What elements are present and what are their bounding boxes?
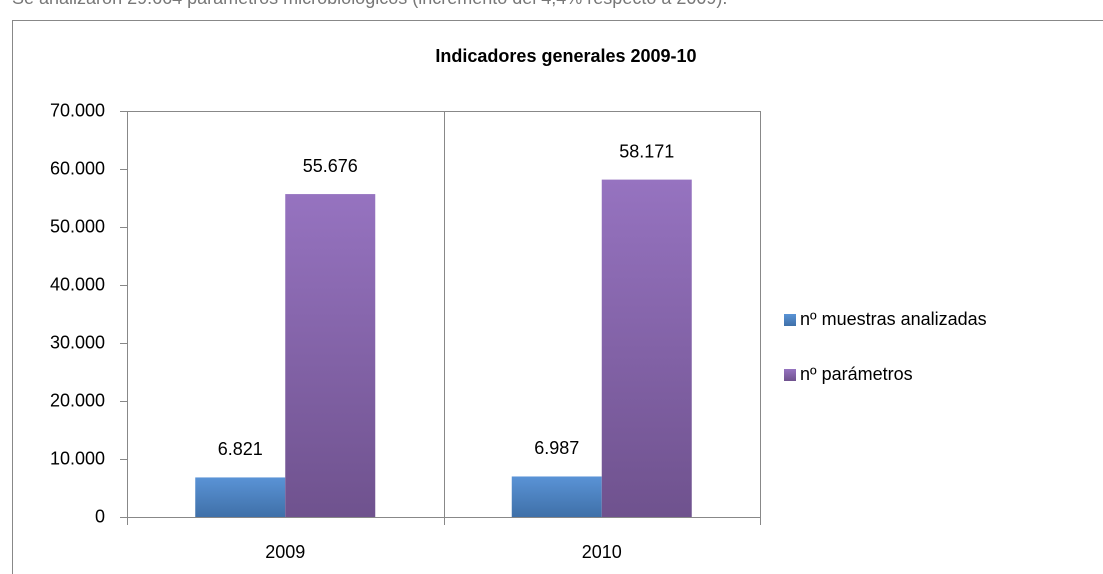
chart-title: Indicadores generales 2009-10 (435, 46, 696, 66)
y-tick-label: 40.000 (50, 274, 105, 294)
x-tick-label: 2009 (265, 542, 305, 562)
value-label: 6.821 (218, 439, 263, 459)
bar (511, 476, 602, 517)
value-label: 55.676 (303, 156, 358, 176)
legend-swatch (784, 314, 796, 326)
legend-swatch (784, 369, 796, 381)
value-label: 58.171 (619, 141, 674, 161)
x-tick-label: 2010 (582, 542, 622, 562)
y-tick-label: 30.000 (50, 332, 105, 352)
bar (195, 477, 286, 517)
legend-label: nº parámetros (800, 364, 913, 384)
y-tick-label: 70.000 (50, 100, 105, 120)
value-label: 6.987 (534, 438, 579, 458)
bar (285, 194, 376, 517)
y-tick-label: 0 (95, 506, 105, 526)
y-tick-label: 10.000 (50, 448, 105, 468)
intro-text: Se analizaron 29.664 parámetros microbio… (12, 0, 727, 9)
legend-label: nº muestras analizadas (800, 309, 987, 329)
y-tick-label: 20.000 (50, 390, 105, 410)
y-tick-label: 50.000 (50, 216, 105, 236)
y-tick-label: 60.000 (50, 158, 105, 178)
chart-frame (12, 20, 1103, 574)
bar (601, 179, 692, 517)
